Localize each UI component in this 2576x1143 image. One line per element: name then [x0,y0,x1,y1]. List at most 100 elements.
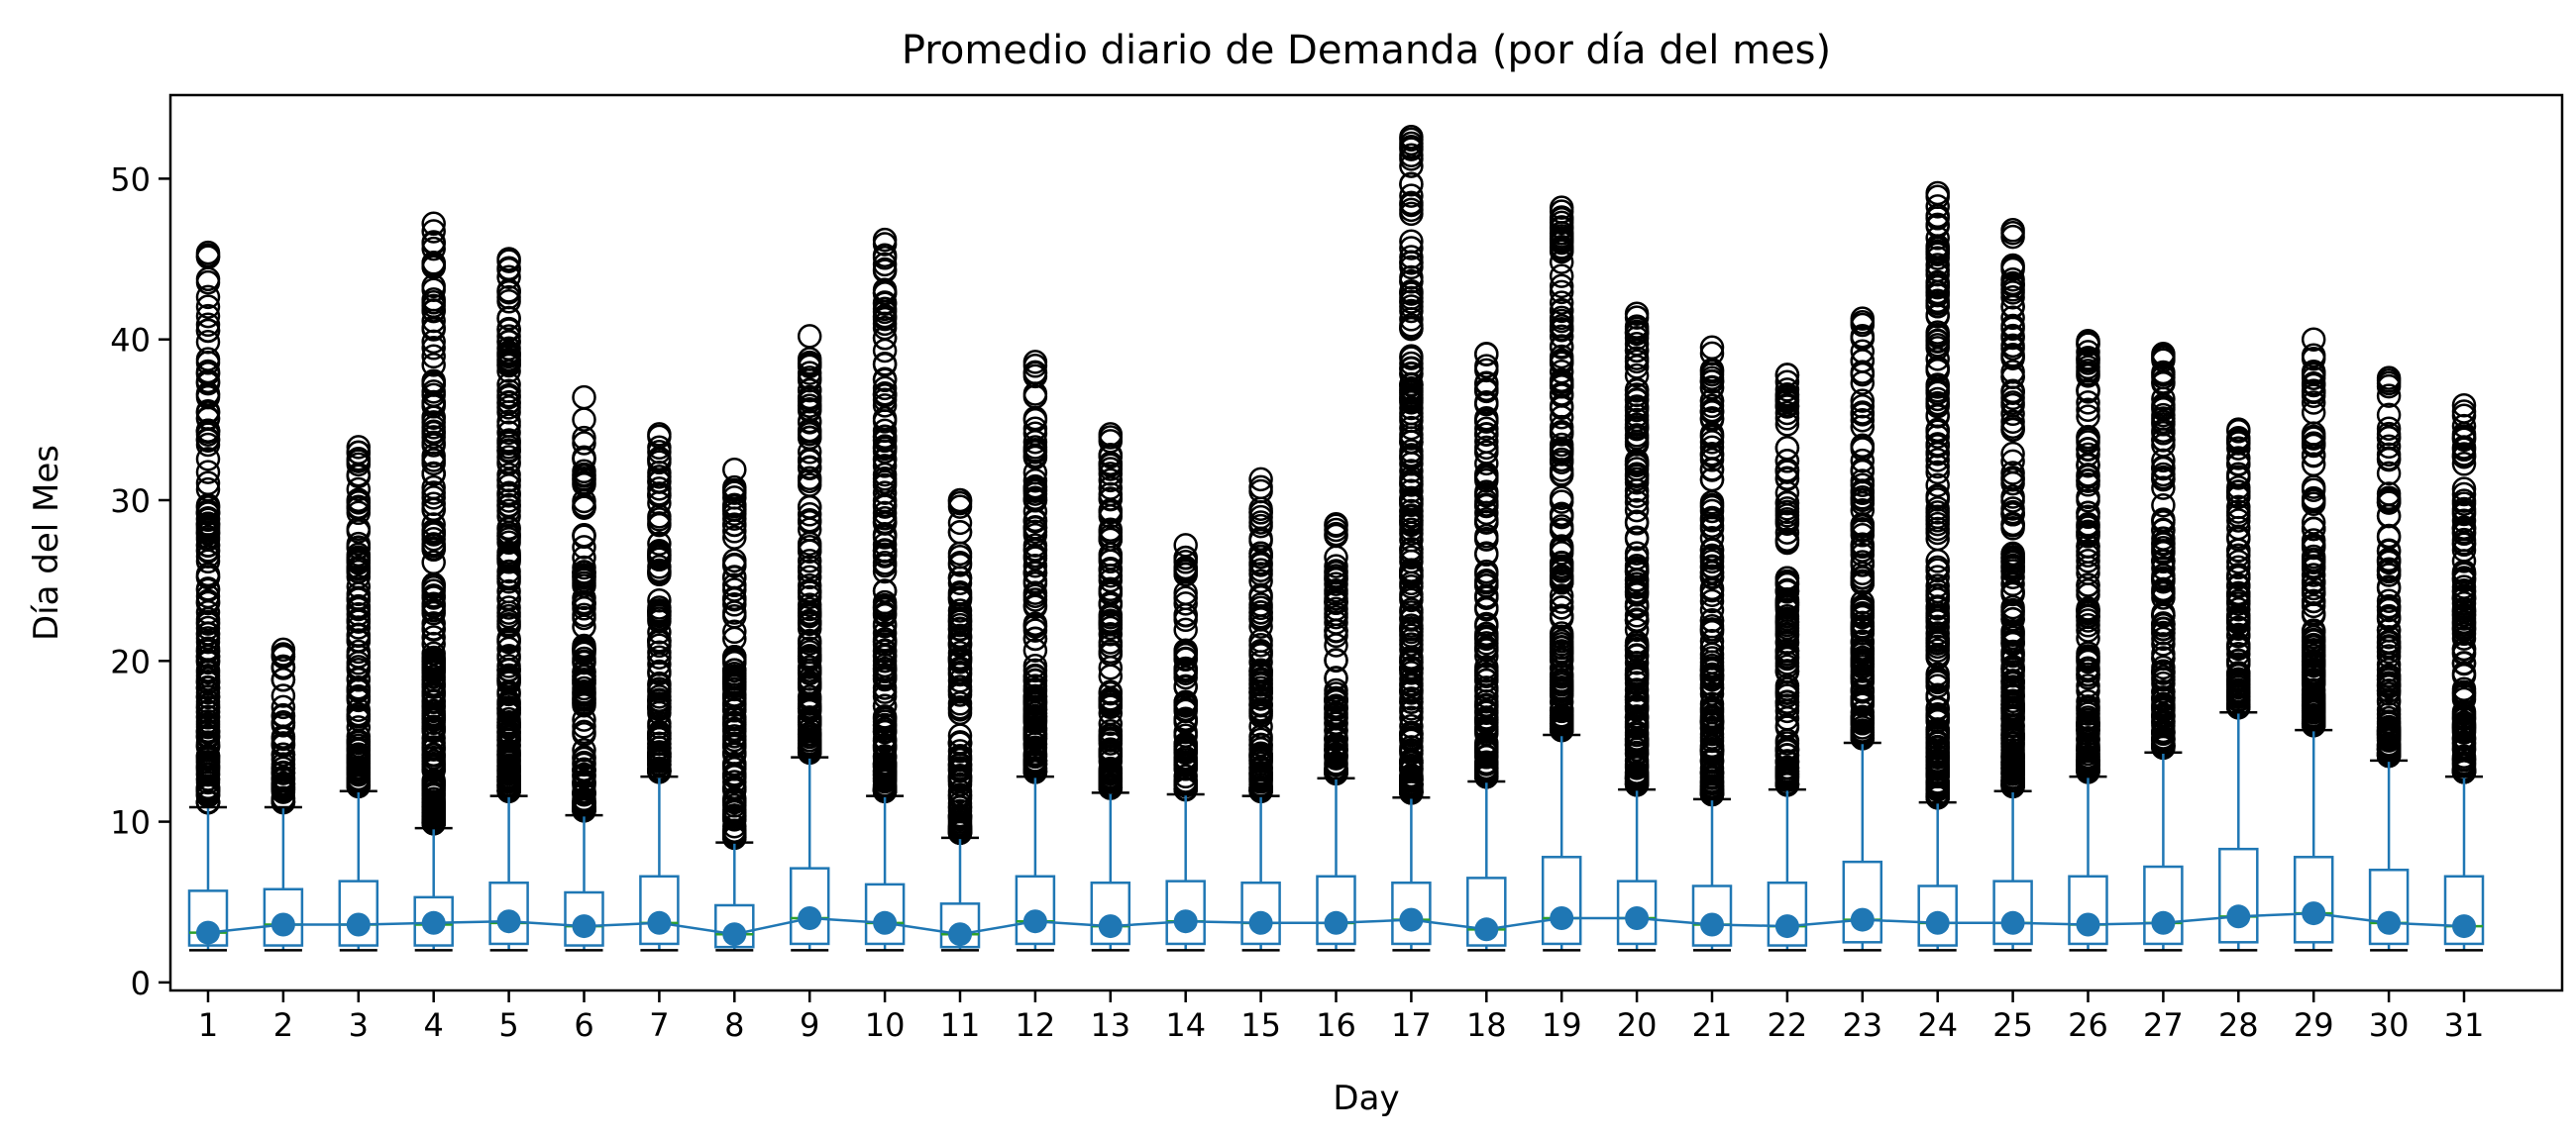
box-iqr [714,903,755,949]
flier-point [2151,531,2176,556]
flier-point [496,540,521,566]
flier-point [2451,476,2477,501]
flier-point [1850,569,1876,593]
flier-point [1699,608,1725,633]
mean-marker [346,912,371,937]
box-group-day-6 [564,384,604,952]
box-group-day-13 [1090,422,1131,952]
flier-point [1549,564,1574,589]
flier-point [2151,507,2176,532]
flier-point [1549,393,1574,418]
flier-point [1022,522,1048,548]
flier-point [2076,748,2100,773]
box-iqr [1391,882,1432,946]
x-tick-label: 28 [2218,1006,2259,1044]
flier-point [2376,673,2402,697]
flier-point [1324,666,1348,690]
flier-point [1624,363,1650,388]
flier-point [722,692,747,717]
flier-point [2226,661,2251,686]
x-tick-label: 29 [2294,1006,2334,1044]
fliers-day-28 [2226,417,2251,720]
flier-point [872,603,898,628]
flier-point [872,469,898,494]
box-group-day-26 [2068,329,2108,952]
flier-point [2301,593,2326,619]
fliers-day-9 [797,324,822,766]
flier-point [2451,481,2477,507]
flier-point [1474,354,1499,378]
flier-point [1549,559,1574,583]
flier-point [195,381,221,406]
fliers-day-2 [270,637,296,815]
flier-point [1098,486,1124,512]
box-group-day-20 [1616,301,1658,952]
flier-point [1549,324,1574,350]
flier-point [1549,436,1574,462]
box-group-day-30 [2368,365,2410,952]
flier-point [2151,720,2176,745]
flier-point [1925,722,1950,747]
flier-point [195,679,221,705]
flier-point [1549,314,1574,339]
fliers-day-31 [2451,392,2477,784]
flier-point [1699,457,1725,481]
flier-point [1549,210,1574,236]
box-iqr [1842,860,1883,944]
flier-point [722,775,747,799]
flier-point [1022,708,1048,734]
flier-point [346,678,372,703]
flier-point [1850,593,1876,619]
flier-point [1248,679,1273,704]
flier-point [1925,582,1950,608]
flier-point [2151,626,2176,652]
flier-point [1925,440,1950,466]
flier-point [421,522,446,547]
flier-point [2151,685,2176,710]
flier-point [1925,226,1950,251]
flier-point [1774,731,1800,756]
flier-point [1925,206,1950,231]
flier-point [195,240,221,265]
flier-point [270,668,296,692]
flier-point [1248,755,1273,780]
flier-point [2076,397,2100,422]
flier-point [1022,405,1048,431]
flier-point [872,712,898,738]
flier-point [1399,647,1424,673]
mean-marker [873,910,898,935]
flier-point [1774,490,1800,515]
flier-point [872,511,898,536]
flier-point [2151,703,2176,728]
flier-point [2301,370,2326,396]
flier-point [1624,671,1650,695]
flier-point [1399,268,1424,294]
flier-point [722,501,747,527]
flier-point [496,550,521,574]
flier-point [797,610,822,635]
plot-frame [168,93,2564,992]
flier-point [195,606,221,632]
fliers-day-16 [1324,512,1348,786]
flier-point [195,648,221,674]
flier-point [722,765,747,789]
box-iqr [488,882,529,946]
box-group-day-1 [187,240,229,952]
x-tick-label: 14 [1165,1006,1206,1044]
flier-point [421,591,446,617]
mean-marker [798,906,822,930]
flier-point [1324,604,1348,630]
flier-point [1474,573,1499,598]
flier-point [195,460,221,484]
y-tick-label: 30 [110,482,151,520]
flier-point [797,408,822,434]
flier-point [496,400,521,425]
x-tick-label: 24 [1917,1006,1958,1044]
flier-point [496,389,521,415]
flier-point [346,519,372,544]
flier-point [2000,294,2025,320]
flier-point [1399,587,1424,613]
flier-point [947,694,973,720]
flier-point [2000,364,2025,389]
